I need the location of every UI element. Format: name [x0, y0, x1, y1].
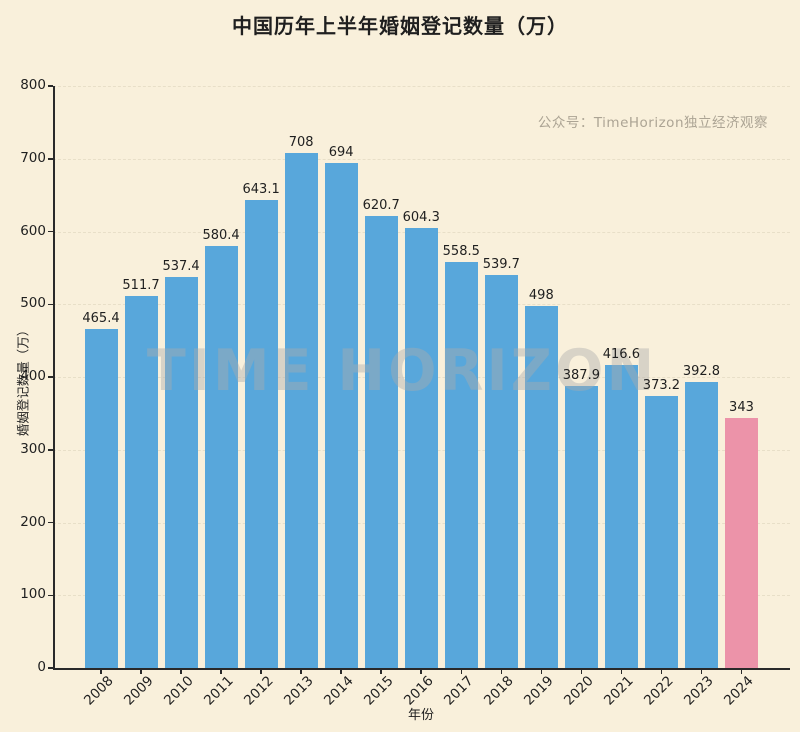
- bar-2020: [564, 385, 598, 668]
- source-annotation: 公众号：TimeHorizon独立经济观察: [537, 115, 768, 131]
- x-tick-mark: [620, 669, 623, 674]
- x-tick-mark: [220, 669, 222, 674]
- y-tick-label-0: 0: [37, 659, 46, 675]
- bar-value-2018: 539.7: [482, 257, 520, 273]
- bar-2019: [524, 305, 558, 668]
- bar-2014: [324, 163, 358, 668]
- bar-2010: [164, 277, 198, 668]
- bar-value-2024: 343: [729, 400, 754, 416]
- bar-2024: [724, 418, 758, 668]
- bar-value-2017: 558.5: [442, 243, 480, 259]
- y-tick-label-700: 700: [20, 149, 46, 166]
- y-tick-mark: [48, 449, 53, 451]
- y-tick-mark: [48, 521, 53, 524]
- bar-2016: [404, 228, 438, 668]
- bar-value-2011: 580.4: [202, 227, 240, 243]
- x-tick-mark: [100, 669, 102, 674]
- bar-2008: [84, 329, 118, 668]
- y-tick-mark: [48, 158, 53, 160]
- bar-value-2012: 643.1: [242, 182, 280, 198]
- bar-2015: [364, 216, 398, 668]
- bar-2018: [484, 275, 518, 668]
- x-tick-label-2017: 2017: [440, 673, 477, 709]
- bar-value-2020: 387.9: [562, 367, 600, 383]
- x-tick-label-2018: 2018: [481, 673, 517, 709]
- bar-value-2021: 416.6: [602, 346, 640, 362]
- bar-2021: [604, 364, 638, 668]
- y-tick-mark: [48, 594, 53, 596]
- x-tick-mark: [740, 669, 743, 674]
- bar-value-2019: 498: [528, 287, 554, 303]
- bar-value-2022: 373.2: [642, 378, 681, 394]
- x-tick-mark: [700, 669, 703, 674]
- x-tick-label-2011: 2011: [200, 673, 237, 709]
- x-tick-label-2020: 2020: [561, 673, 597, 709]
- y-tick-label-100: 100: [20, 586, 46, 603]
- bar-value-2014: 694: [328, 145, 354, 161]
- x-tick-label-2010: 2010: [160, 673, 197, 709]
- bar-2013: [284, 152, 318, 668]
- bar-value-2009: 511.7: [122, 277, 160, 293]
- bar-2023: [684, 382, 718, 668]
- bar-2017: [444, 261, 478, 668]
- y-tick-label-800: 800: [20, 77, 46, 93]
- x-tick-mark: [180, 669, 182, 674]
- bar-2011: [204, 245, 238, 668]
- x-tick-mark: [580, 669, 583, 674]
- x-tick-label-2014: 2014: [320, 673, 357, 709]
- bar-2009: [124, 295, 158, 668]
- x-tick-label-2013: 2013: [280, 673, 317, 709]
- x-tick-mark: [340, 669, 342, 674]
- y-tick-mark: [48, 303, 53, 305]
- x-axis-spine: [53, 668, 790, 670]
- y-tick-label-200: 200: [20, 513, 46, 530]
- x-tick-label-2022: 2022: [641, 673, 677, 709]
- x-tick-label-2021: 2021: [601, 673, 637, 709]
- y-axis-spine: [53, 86, 55, 668]
- y-tick-mark: [48, 376, 53, 378]
- x-tick-label-2024: 2024: [721, 673, 757, 709]
- y-tick-label-600: 600: [20, 222, 46, 239]
- x-axis-label: 年份: [407, 708, 435, 723]
- x-tick-label-2019: 2019: [521, 673, 557, 709]
- bar-value-2015: 620.7: [362, 198, 400, 214]
- x-tick-mark: [540, 669, 543, 674]
- y-tick-mark: [48, 230, 53, 233]
- bar-value-2010: 537.4: [162, 259, 200, 275]
- x-tick-mark: [380, 669, 382, 674]
- y-tick-mark: [48, 667, 53, 669]
- x-tick-label-2008: 2008: [80, 673, 117, 709]
- y-tick-label-300: 300: [20, 440, 46, 457]
- bar-value-2013: 708: [288, 134, 314, 150]
- x-tick-label-2009: 2009: [120, 673, 157, 709]
- y-tick-mark: [48, 85, 53, 87]
- gridline-800: [53, 86, 790, 87]
- x-tick-mark: [140, 669, 142, 674]
- x-tick-label-2015: 2015: [360, 673, 397, 709]
- y-tick-label-400: 400: [20, 368, 46, 384]
- gridline-700: [53, 158, 790, 160]
- x-tick-mark: [660, 669, 663, 674]
- y-tick-label-500: 500: [20, 295, 46, 312]
- x-tick-mark: [420, 669, 422, 674]
- chart-title: 中国历年上半年婚姻登记数量（万）: [232, 14, 568, 38]
- x-tick-label-2012: 2012: [240, 673, 277, 709]
- x-tick-mark: [260, 669, 262, 674]
- bar-value-2023: 392.8: [682, 364, 721, 380]
- x-tick-label-2023: 2023: [681, 673, 717, 709]
- bar-2012: [244, 200, 278, 668]
- x-tick-mark: [300, 669, 302, 674]
- bar-2022: [644, 396, 678, 668]
- bar-value-2008: 465.4: [82, 311, 120, 327]
- bar-value-2016: 604.3: [402, 210, 440, 226]
- x-tick-mark: [460, 669, 463, 674]
- x-tick-mark: [500, 669, 503, 674]
